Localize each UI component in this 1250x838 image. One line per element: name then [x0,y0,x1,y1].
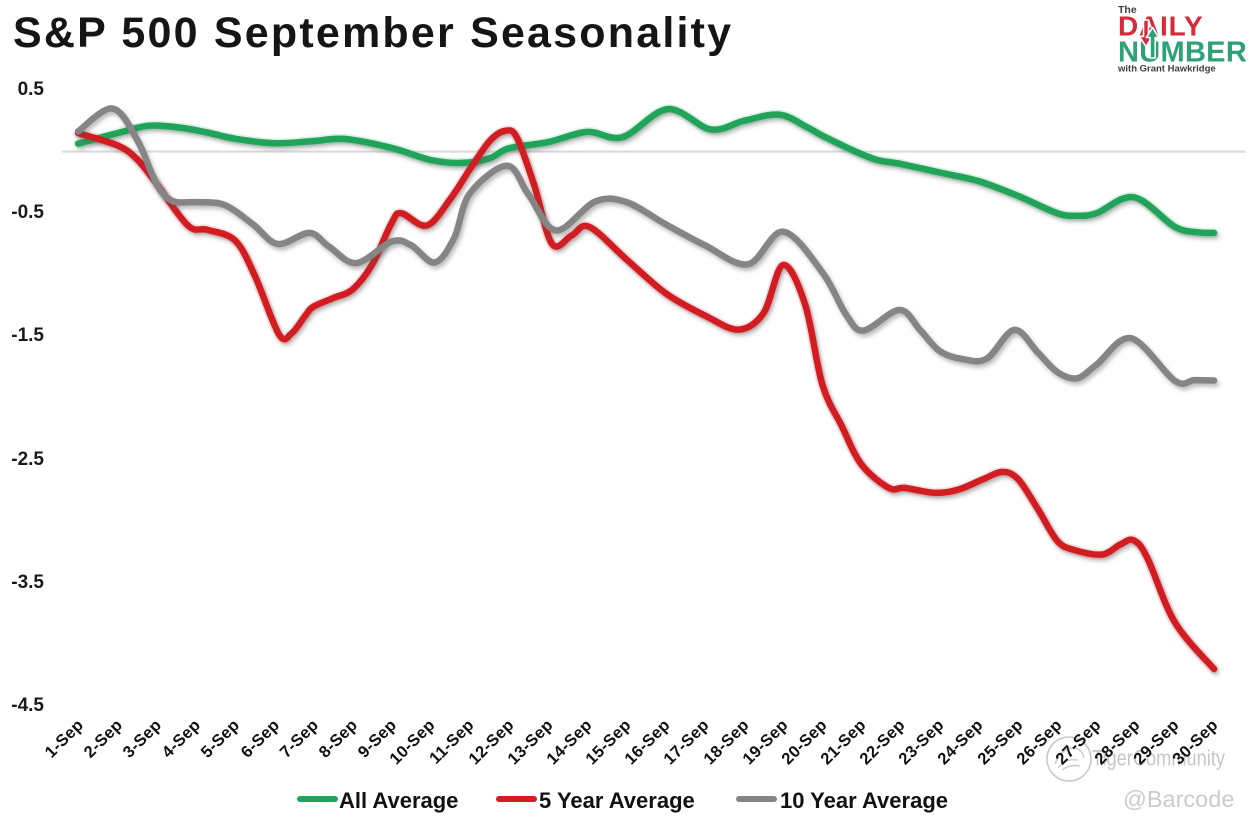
svg-text:NUMBER: NUMBER [1118,37,1247,69]
svg-text:TigerCommunity: TigerCommunity [1092,746,1225,771]
svg-text:The: The [1118,4,1137,16]
svg-text:DAILY: DAILY [1118,11,1203,42]
svg-text:with Grant Hawkridge: with Grant Hawkridge [1117,64,1216,75]
svg-text:@Barcode: @Barcode [1123,786,1234,812]
